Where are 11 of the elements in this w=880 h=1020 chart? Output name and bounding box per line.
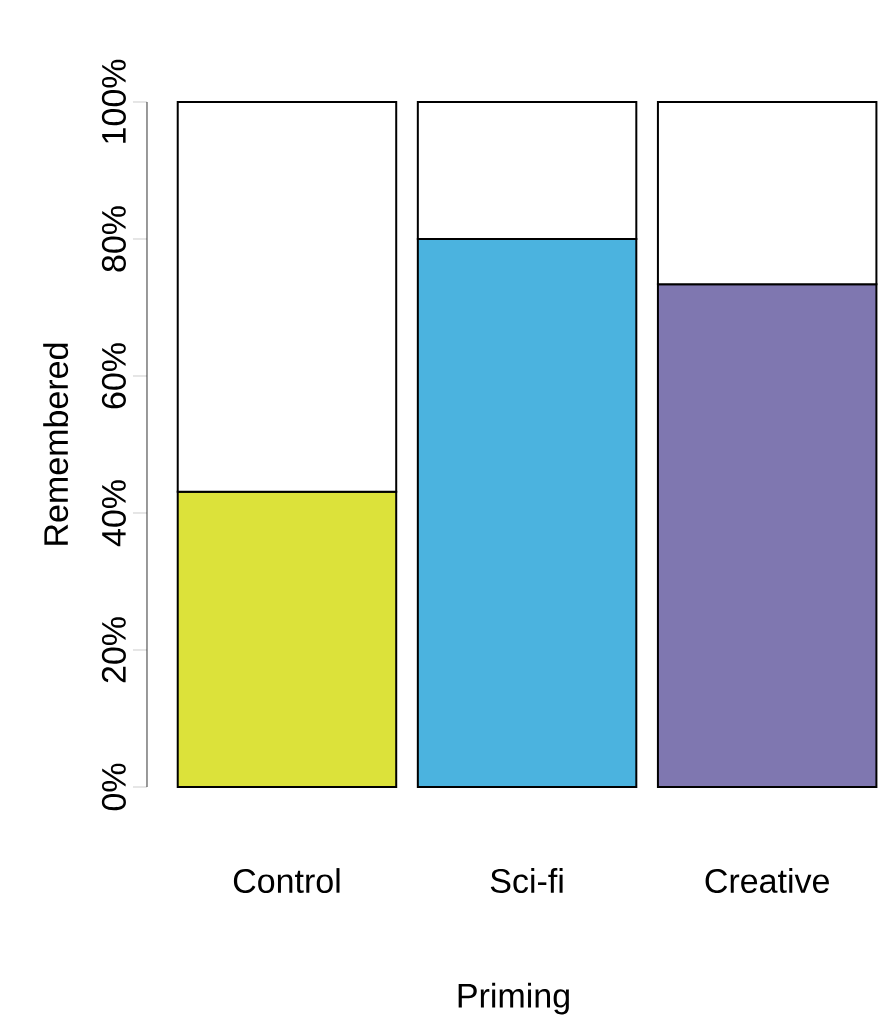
y-axis-title: Remembered xyxy=(43,343,69,545)
y-tick-label: 100% xyxy=(101,59,126,143)
x-tick-label: Sci-fi xyxy=(490,868,563,894)
y-tick-label: 0% xyxy=(101,763,126,811)
y-tick-label: 60% xyxy=(101,343,126,409)
y-tick-label: 20% xyxy=(101,617,126,683)
x-axis-title: Priming xyxy=(458,982,569,1015)
y-tick-label: 80% xyxy=(101,206,126,272)
x-tick-label: Control xyxy=(233,868,340,894)
y-tick-label: 40% xyxy=(101,480,126,547)
x-tick-label: Creative xyxy=(705,868,829,894)
